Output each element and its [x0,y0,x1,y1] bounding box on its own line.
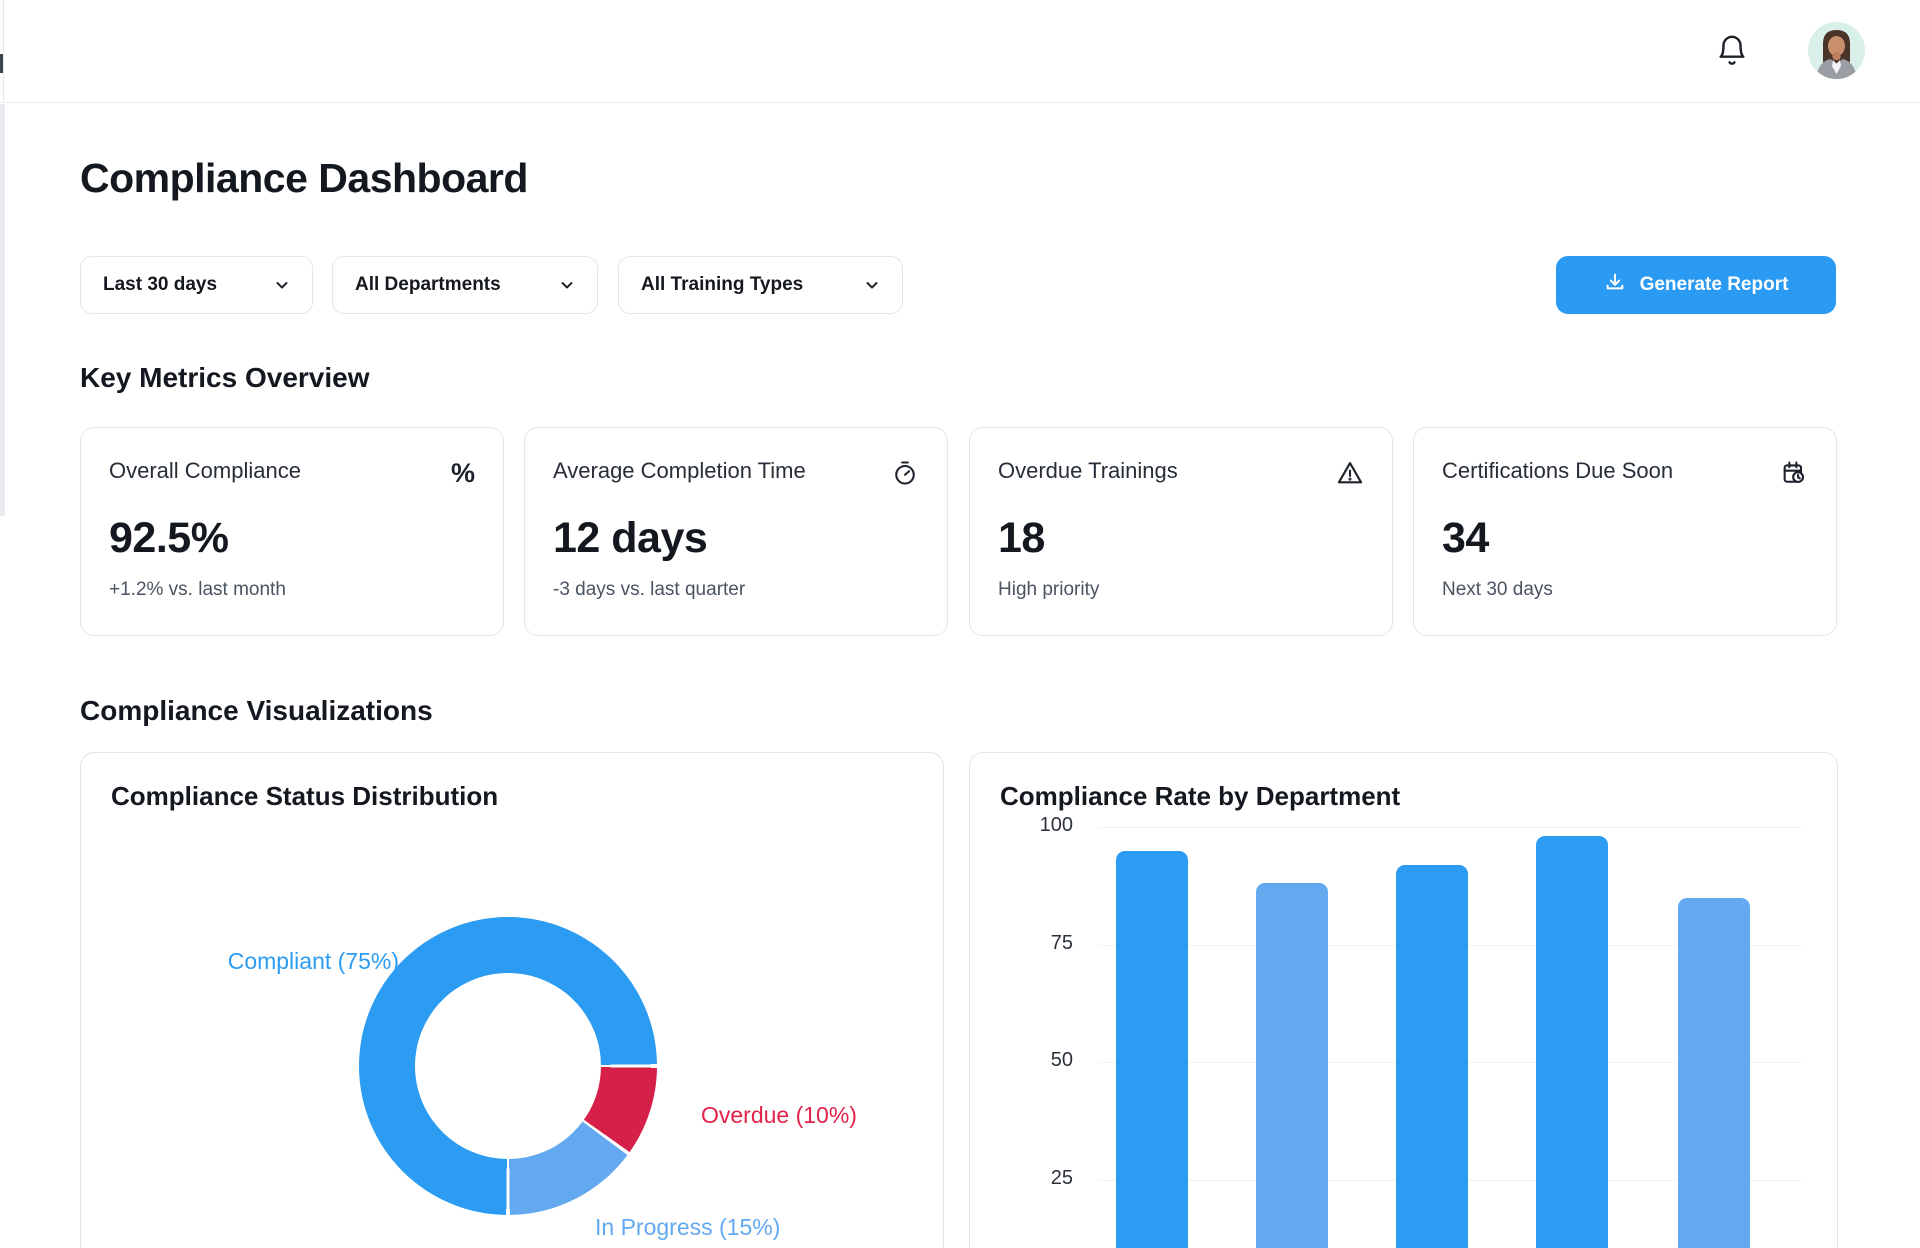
metric-value: 12 days [553,514,708,562]
donut-chart-card: Compliance Status Distribution Compliant… [80,752,944,1248]
training-type-value: All Training Types [641,274,804,295]
training-type-dropdown[interactable]: All Training Types [618,256,903,314]
top-bar [0,0,1920,103]
stopwatch-icon [891,458,919,488]
page-title: Compliance Dashboard [80,155,528,201]
y-tick-label: 100 [1039,814,1073,836]
metric-label: Overdue Trainings [998,458,1178,483]
left-edge-divider [3,0,4,103]
department-value: All Departments [355,274,501,295]
metric-value: 92.5% [109,514,229,562]
metric-delta: -3 days vs. last quarter [553,579,746,600]
department-dropdown[interactable]: All Departments [332,256,598,314]
generate-report-label: Generate Report [1639,274,1789,295]
chevron-down-icon [864,277,880,293]
metric-delta: +1.2% vs. last month [109,579,286,600]
chevron-down-icon [274,277,290,293]
metric-card-avg-completion-time: Average Completion Time 12 days -3 days … [524,427,948,636]
left-edge-fragment [0,54,3,73]
metric-delta: Next 30 days [1442,579,1553,600]
donut-chart-title: Compliance Status Distribution [111,781,499,811]
y-tick-label: 75 [1050,931,1073,954]
metric-delta: High priority [998,579,1100,600]
generate-report-button[interactable]: Generate Report [1556,256,1836,314]
donut-chart [359,917,657,1215]
bar-department-2 [1256,883,1328,1248]
chevron-down-icon [559,277,575,293]
metrics-section-heading: Key Metrics Overview [80,362,370,393]
notifications-button[interactable] [1712,32,1752,72]
date-range-dropdown[interactable]: Last 30 days [80,256,313,314]
bell-icon [1715,35,1749,72]
warning-icon [1336,458,1364,488]
donut-label-compliant: Compliant (75%) [227,948,399,974]
gridline [1099,827,1801,828]
donut-hole [415,973,601,1159]
bar-chart-card: Compliance Rate by Department 100 75 50 25 [969,752,1838,1248]
bar-department-5 [1678,897,1750,1248]
left-scrollbar-strip [0,104,5,516]
bar-department-4 [1536,836,1608,1248]
donut-label-overdue: Overdue (10%) [701,1102,857,1128]
donut-label-in-progress: In Progress (15%) [595,1214,781,1240]
y-tick-label: 50 [1050,1049,1073,1071]
metric-card-overdue-trainings: Overdue Trainings 18 High priority [969,427,1393,636]
metric-card-certifications-due: Certifications Due Soon 34 Next 30 days [1413,427,1837,636]
user-avatar[interactable] [1808,22,1865,79]
percent-icon: % [450,457,475,488]
date-range-value: Last 30 days [103,274,218,295]
metric-value: 34 [1442,514,1489,562]
metric-label: Average Completion Time [553,458,806,483]
bar-department-3 [1396,864,1468,1248]
bar-chart-title: Compliance Rate by Department [1000,781,1401,811]
visualizations-section-heading: Compliance Visualizations [80,695,433,726]
y-tick-label: 25 [1050,1166,1073,1189]
calendar-clock-icon [1780,458,1808,488]
bar-department-1 [1116,850,1188,1248]
bar-chart-plot [1099,827,1801,1248]
download-icon [1604,271,1626,299]
metric-label: Overall Compliance [109,458,301,483]
metric-value: 18 [998,514,1045,562]
metric-card-overall-compliance: Overall Compliance % 92.5% +1.2% vs. las… [80,427,504,636]
metric-label: Certifications Due Soon [1442,458,1674,483]
